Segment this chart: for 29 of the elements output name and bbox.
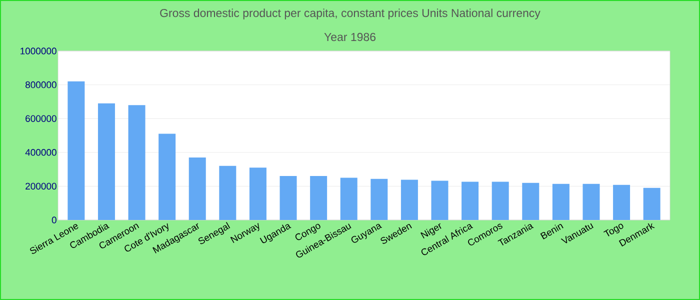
bar xyxy=(158,134,176,220)
bar xyxy=(462,182,479,220)
y-tick-label: 600000 xyxy=(26,115,56,122)
bar xyxy=(400,180,418,220)
y-tick-label: 200000 xyxy=(26,182,56,190)
y-tick-label: 1000000 xyxy=(20,48,56,54)
bar xyxy=(340,178,358,220)
y-tick-label: 800000 xyxy=(26,81,56,88)
x-tick-label: Benin xyxy=(540,224,564,240)
bar xyxy=(431,180,448,220)
bar xyxy=(552,184,570,220)
bar xyxy=(128,105,146,220)
bar xyxy=(613,184,630,220)
bar xyxy=(643,188,660,220)
bar xyxy=(522,182,540,220)
bar xyxy=(188,157,206,220)
bar xyxy=(249,168,266,220)
bar xyxy=(280,176,297,220)
bar xyxy=(68,81,85,220)
y-tick-label: 0 xyxy=(52,216,56,224)
bar xyxy=(310,176,328,220)
bar xyxy=(370,178,388,220)
chart-title: Gross domestic product per capita, constant prices Units National currency xyxy=(160,8,540,20)
bar xyxy=(492,182,509,220)
bar xyxy=(219,166,236,220)
chart-subtitle: Year 1986 xyxy=(324,32,376,42)
bar xyxy=(582,184,600,220)
y-tick-label: 400000 xyxy=(25,149,56,156)
bar xyxy=(98,103,115,220)
